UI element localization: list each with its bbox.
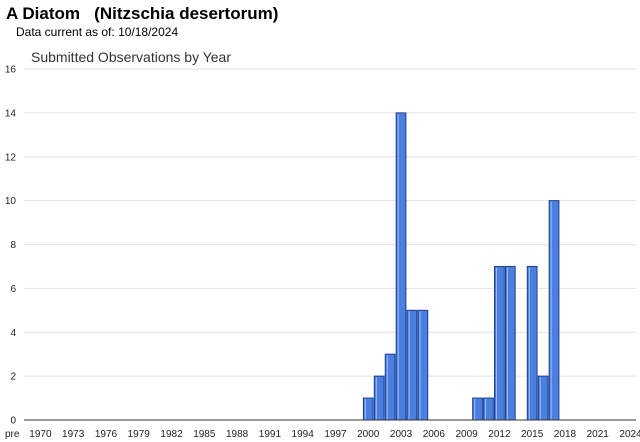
- x-tick-label: 2012: [488, 429, 511, 440]
- bar-2001: [373, 375, 385, 421]
- x-tick-label: 1982: [160, 429, 183, 440]
- x-tick-label: 1976: [95, 429, 118, 440]
- y-tick-label: 6: [10, 284, 16, 295]
- bars: [362, 112, 560, 421]
- common-name: A Diatom: [6, 4, 80, 23]
- scientific-name: (Nitzschia desertorum): [94, 4, 279, 23]
- y-tick-label: 10: [5, 196, 17, 207]
- y-tick-label: 12: [5, 152, 17, 163]
- bar-2013: [504, 265, 516, 421]
- data-current-date: 10/18/2024: [118, 25, 179, 39]
- data-current-note: Data current as of: 10/18/2024: [16, 25, 178, 39]
- bar-2004: [406, 309, 418, 421]
- x-tick-label: 1979: [128, 429, 151, 440]
- x-tick-label: 1970: [29, 429, 52, 440]
- y-tick-label: 14: [5, 108, 17, 119]
- y-axis-ticks: 0 2 4 6 8 10 12 14 16: [5, 65, 17, 427]
- x-tick-label: 1994: [292, 429, 315, 440]
- x-axis-ticks: pre 1970 1973 1976 1979 1982 1985 1988 1991 1994 1…: [5, 429, 640, 440]
- y-tick-label: 16: [5, 65, 17, 76]
- y-tick-label: 4: [10, 328, 16, 339]
- x-tick-label: 1985: [193, 429, 216, 440]
- bar-2002: [384, 353, 396, 421]
- y-tick-label: 0: [10, 416, 16, 427]
- x-tick-label: 2006: [423, 429, 446, 440]
- bar-2015: [526, 265, 538, 421]
- x-tick-label: 1991: [259, 429, 282, 440]
- chart-title: Submitted Observations by Year: [31, 49, 231, 65]
- data-current-label: Data current as of:: [16, 25, 115, 39]
- x-tick-label: 1973: [62, 429, 85, 440]
- bar-2011: [483, 397, 494, 421]
- bar-2000: [362, 397, 374, 421]
- x-tick-label: 2009: [455, 429, 478, 440]
- y-tick-label: 8: [10, 240, 16, 251]
- x-tick-label: 2015: [521, 429, 544, 440]
- bar-2005: [417, 309, 429, 421]
- species-title: A Diatom (Nitzschia desertorum): [6, 4, 278, 24]
- bar-2016: [537, 375, 549, 421]
- x-tick-label: pre: [5, 429, 20, 440]
- bar-2003: [395, 112, 407, 421]
- x-tick-label: 2024: [619, 429, 640, 440]
- bar-2010: [472, 397, 483, 421]
- x-tick-label: 2021: [587, 429, 610, 440]
- x-tick-label: 2018: [554, 429, 577, 440]
- y-tick-label: 2: [10, 372, 16, 383]
- bar-2012: [494, 265, 505, 421]
- x-tick-label: 2000: [357, 429, 380, 440]
- x-tick-label: 1997: [324, 429, 347, 440]
- bar-2017: [548, 200, 560, 421]
- gridlines: [24, 68, 636, 377]
- x-tick-label: 1988: [226, 429, 249, 440]
- x-tick-label: 2003: [390, 429, 413, 440]
